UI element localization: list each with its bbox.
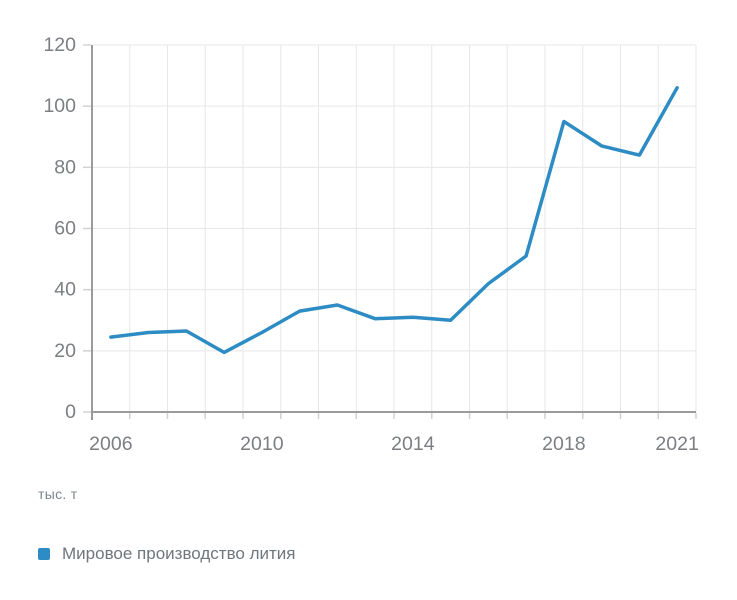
line-chart: 0 20 40 60 80 100 120 2006 2010 2014 2018 2021	[43, 34, 698, 455]
x-tick-label: 2006	[89, 433, 132, 455]
series-line	[109, 86, 679, 355]
y-tick-label: 20	[54, 340, 76, 362]
legend-item[interactable]: Мировое производство лития	[38, 544, 296, 564]
x-tick-label: 2021	[655, 433, 698, 455]
unit-label: тыс. т	[38, 486, 78, 502]
legend-swatch	[38, 548, 50, 560]
x-tick-label: 2014	[391, 433, 435, 455]
x-tick-label: 2010	[240, 433, 284, 455]
y-tick-label: 60	[54, 218, 76, 240]
legend-label: Мировое производство лития	[62, 544, 296, 563]
y-tick-label: 40	[54, 279, 76, 301]
y-tick-label: 120	[43, 34, 76, 56]
x-tick-label: 2018	[542, 433, 585, 455]
y-tick-label: 0	[65, 401, 76, 423]
y-tick-label: 100	[43, 95, 76, 117]
y-tick-label: 80	[54, 156, 76, 178]
